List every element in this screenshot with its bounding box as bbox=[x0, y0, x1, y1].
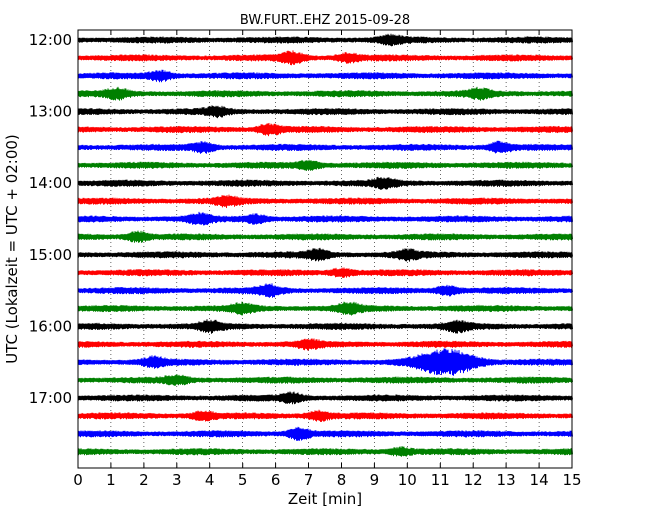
x-tick-label: 1 bbox=[106, 471, 116, 489]
trace-1615 bbox=[77, 338, 573, 351]
x-tick-label: 13 bbox=[497, 471, 516, 489]
x-tick-label: 0 bbox=[73, 471, 83, 489]
y-tick-label: 14:00 bbox=[29, 174, 72, 192]
x-tick-label: 2 bbox=[139, 471, 149, 489]
y-axis-label: UTC (Lokalzeit = UTC + 02:00) bbox=[3, 134, 21, 364]
y-tick-label: 13:00 bbox=[29, 103, 72, 121]
x-tick-label: 7 bbox=[304, 471, 314, 489]
x-tick-label: 5 bbox=[238, 471, 248, 489]
trace-1715 bbox=[77, 409, 573, 422]
y-tick-label: 12:00 bbox=[29, 31, 72, 49]
trace-1430 bbox=[77, 211, 573, 226]
trace-1345 bbox=[77, 159, 573, 171]
trace-1215 bbox=[77, 50, 573, 66]
trace-1700 bbox=[77, 391, 573, 405]
trace-1645 bbox=[77, 374, 573, 386]
trace-1745 bbox=[77, 446, 573, 457]
trace-1515 bbox=[77, 267, 573, 278]
trace-1315 bbox=[77, 122, 573, 137]
trace-1330 bbox=[77, 140, 573, 154]
trace-1530 bbox=[77, 283, 573, 298]
trace-1230 bbox=[77, 69, 573, 83]
x-tick-label: 4 bbox=[205, 471, 215, 489]
trace-1300 bbox=[77, 105, 573, 119]
seismic-traces bbox=[77, 33, 573, 457]
x-tick-label: 14 bbox=[530, 471, 549, 489]
trace-1415 bbox=[77, 194, 573, 209]
trace-1545 bbox=[77, 301, 573, 316]
y-tick-label: 17:00 bbox=[29, 389, 72, 407]
trace-1600 bbox=[77, 319, 573, 334]
x-tick-label: 10 bbox=[398, 471, 417, 489]
axis-ticks: 0 1 2 3 4 5 6 7 8 9 10 11 12 13 14 1512:0013:0014:0015:… bbox=[29, 30, 582, 489]
x-tick-label: 9 bbox=[370, 471, 380, 489]
x-tick-label: 12 bbox=[464, 471, 483, 489]
trace-1730 bbox=[77, 426, 573, 441]
plot-frame bbox=[77, 29, 573, 469]
y-tick-label: 16:00 bbox=[29, 317, 72, 335]
x-tick-label: 6 bbox=[271, 471, 281, 489]
trace-1400 bbox=[77, 176, 573, 190]
x-axis-label: Zeit [min] bbox=[288, 490, 362, 508]
x-tick-label: 11 bbox=[431, 471, 450, 489]
chart-title: BW.FURT..EHZ 2015-09-28 bbox=[240, 13, 410, 28]
trace-1630 bbox=[77, 348, 573, 376]
x-tick-label: 3 bbox=[172, 471, 182, 489]
y-tick-label: 15:00 bbox=[29, 246, 72, 264]
trace-1200 bbox=[77, 33, 573, 47]
x-tick-label: 15 bbox=[562, 471, 581, 489]
trace-1245 bbox=[77, 86, 573, 101]
trace-1445 bbox=[77, 230, 573, 243]
x-tick-label: 8 bbox=[337, 471, 347, 489]
trace-1500 bbox=[77, 247, 573, 262]
